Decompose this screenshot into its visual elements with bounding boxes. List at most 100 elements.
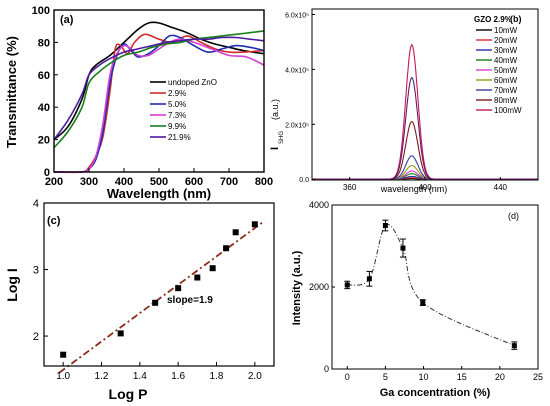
panel-a-y-tick-label: 80 xyxy=(38,37,50,49)
panel-a-series-line xyxy=(53,38,265,174)
panel-d-data-point xyxy=(344,282,350,288)
panel-d-x-ticks: 0 5 10 15 20 25 xyxy=(345,366,543,382)
panel-b-x-tick-label: 400 xyxy=(418,183,432,192)
panel-b: 360 400 440 0.0 2.0x10⁵ 4.0x10⁵ 6.0x10⁵ (b) w… xyxy=(269,8,539,194)
panel-a-x-tick-label: 500 xyxy=(150,176,168,188)
panel-b-ylabel-unit: (a.u.) xyxy=(270,99,280,120)
panel-a-ylabel: Transmittance (%) xyxy=(4,36,19,148)
panel-c-x-tick-label: 2.0 xyxy=(248,371,262,382)
panel-d-plot-area xyxy=(344,219,518,350)
panel-c-y-ticks: 2 3 4 xyxy=(33,198,48,343)
panel-d-x-tick-label: 5 xyxy=(383,372,388,382)
panel-d-data-point xyxy=(366,276,372,282)
panel-a-x-ticks: 200 300 400 500 600 700 800 xyxy=(45,168,273,188)
panel-d-x-tick-label: 20 xyxy=(495,372,505,382)
panel-b-y-tick-label: 4.0x10⁵ xyxy=(285,67,309,74)
panel-c-data-point xyxy=(223,245,230,252)
panel-c-data-point xyxy=(251,221,258,228)
panel-c-plot-area xyxy=(58,220,265,374)
panel-a-y-tick-label: 100 xyxy=(32,5,50,17)
panel-b-legend-title: GZO 2.9% xyxy=(474,15,512,24)
panel-b-legend-label: 50mW xyxy=(494,66,518,75)
panel-b-x-ticks: 360 400 440 xyxy=(343,177,508,192)
panel-c-label: (c) xyxy=(47,215,61,227)
panel-a-legend-label: 2.9% xyxy=(168,89,186,98)
panel-a-label: (a) xyxy=(60,14,74,26)
panel-d-data-point xyxy=(420,300,426,306)
panel-d-frame xyxy=(331,204,539,370)
panel-a-legend-label: undoped ZnO xyxy=(168,78,217,87)
panel-c-y-tick-label: 4 xyxy=(33,198,39,210)
panel-c: 1.0 1.2 1.4 1.6 1.8 2.0 2 3 4 (c) Log P Log I s… xyxy=(4,198,275,402)
panel-a-y-tick-label: 40 xyxy=(38,102,50,114)
panel-b-label: (b) xyxy=(510,14,522,24)
panel-c-xlabel: Log P xyxy=(109,386,148,402)
panel-d-y-ticks: 0 2000 4000 xyxy=(309,200,335,374)
panel-c-x-tick-label: 1.0 xyxy=(56,371,70,382)
panel-c-y-tick-label: 3 xyxy=(33,265,39,277)
panel-c-data-point xyxy=(60,351,67,358)
panel-a-legend-label: 21.9% xyxy=(168,133,191,142)
panel-d-data-point xyxy=(511,343,517,349)
panel-d: 0 5 10 15 20 25 0 2000 4000 (d) Ga concentratio… xyxy=(291,200,543,399)
panel-c-ylabel: Log I xyxy=(4,268,20,301)
panel-b-legend-label: 20mW xyxy=(494,36,518,45)
panel-b-y-ticks: 0.0 2.0x10⁵ 4.0x10⁵ 6.0x10⁵ xyxy=(285,12,315,184)
panel-b-xlabel: wavelength (nm) xyxy=(380,184,448,194)
panel-b-ylabel-sub: SHG xyxy=(279,131,285,144)
panel-d-data-point xyxy=(400,245,406,251)
panel-c-x-tick-label: 1.4 xyxy=(133,371,147,382)
panel-c-data-point xyxy=(152,299,159,306)
panel-a-x-tick-label: 200 xyxy=(45,176,63,188)
panel-a-xlabel: Wavelength (nm) xyxy=(107,186,211,201)
panel-b-ylabel-main: I xyxy=(269,147,281,150)
panel-b-legend: GZO 2.9% 10mW20mW30mW40mW50mW60mW70mW80m… xyxy=(474,15,522,115)
panel-c-data-point xyxy=(209,265,216,272)
panel-a-plot-area xyxy=(53,21,265,174)
panel-d-data-point xyxy=(382,223,388,228)
panel-a-x-tick-label: 400 xyxy=(115,176,133,188)
panel-a-y-ticks: 0 20 40 60 80 100 xyxy=(32,5,58,179)
panel-a-y-tick-label: 60 xyxy=(38,70,50,82)
panel-c-frame xyxy=(43,202,275,367)
panel-c-fit-line xyxy=(58,220,265,374)
panel-a-legend-label: 5.0% xyxy=(168,100,186,109)
panel-c-x-tick-label: 1.2 xyxy=(95,371,109,382)
panel-a: 200 300 400 500 600 700 800 0 20 40 60 80 100 (a) W… xyxy=(4,5,273,201)
panel-c-x-ticks: 1.0 1.2 1.4 1.6 1.8 2.0 xyxy=(56,362,262,382)
panel-b-legend-label: 100mW xyxy=(494,106,522,115)
panel-b-y-tick-label: 6.0x10⁵ xyxy=(285,12,309,19)
panel-c-y-tick-label: 2 xyxy=(33,331,39,343)
panel-b-legend-label: 40mW xyxy=(494,56,518,65)
panel-d-y-tick-label: 0 xyxy=(324,364,329,374)
panel-d-y-tick-label: 2000 xyxy=(309,282,329,292)
panel-c-data-point xyxy=(175,285,182,292)
panel-c-x-tick-label: 1.6 xyxy=(171,371,185,382)
panel-b-x-tick-label: 440 xyxy=(494,183,508,192)
panel-a-y-tick-label: 20 xyxy=(38,135,50,147)
panel-b-x-tick-label: 360 xyxy=(343,183,357,192)
panel-a-series-line xyxy=(53,30,265,149)
panel-a-legend-label: 9.9% xyxy=(168,122,186,131)
panel-d-ylabel: Intensity (a.u.) xyxy=(291,250,303,325)
panel-b-legend-label: 70mW xyxy=(494,86,518,95)
panel-c-annotation: slope=1.9 xyxy=(167,295,213,306)
panel-a-y-tick-label: 0 xyxy=(44,167,50,179)
panel-b-legend-label: 60mW xyxy=(494,76,518,85)
panel-b-legend-label: 80mW xyxy=(494,96,518,105)
panel-d-trend-line xyxy=(347,223,515,347)
panel-c-x-tick-label: 1.8 xyxy=(210,371,224,382)
panel-d-label: (d) xyxy=(508,211,519,221)
panel-b-legend-label: 10mW xyxy=(494,26,518,35)
panel-a-x-tick-label: 800 xyxy=(255,176,273,188)
panel-a-legend-label: 7.3% xyxy=(168,111,186,120)
panel-a-x-tick-label: 300 xyxy=(80,176,98,188)
panel-a-legend: undoped ZnO 2.9% 5.0% 7.3% 9.9% 21.9% xyxy=(150,78,217,142)
panel-d-x-tick-label: 25 xyxy=(533,372,543,382)
panel-b-y-tick-label: 2.0x10⁵ xyxy=(285,122,309,129)
panel-d-y-tick-label: 4000 xyxy=(309,200,329,210)
panel-d-x-tick-label: 10 xyxy=(419,372,429,382)
panel-d-x-tick-label: 0 xyxy=(345,372,350,382)
panel-c-data-point xyxy=(194,274,201,281)
